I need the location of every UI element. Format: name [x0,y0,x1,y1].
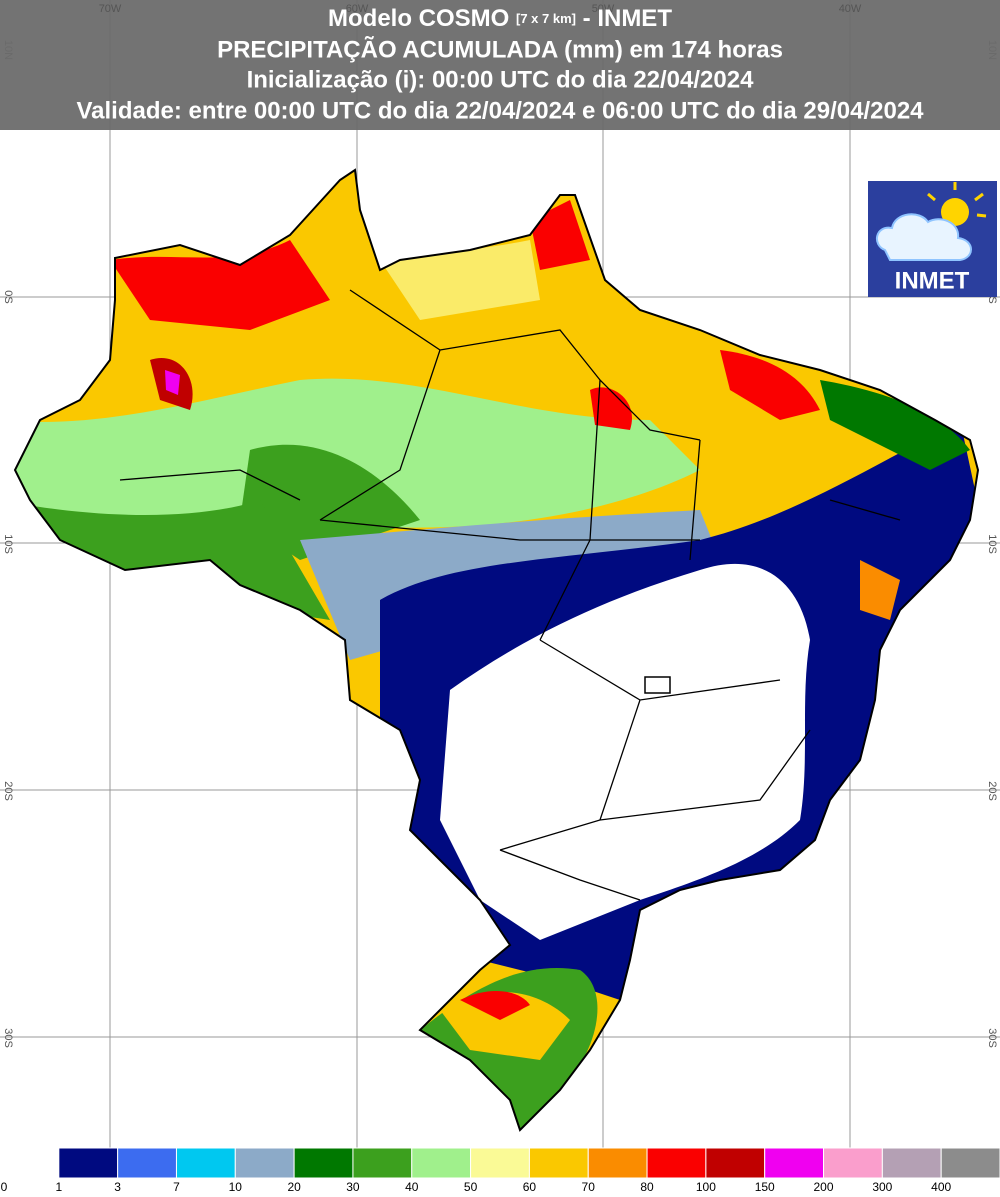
federal-district [644,676,671,694]
logo-cloud [876,213,972,261]
state-borders [119,289,901,901]
lat-label: 20S [986,781,998,801]
legend-swatch [0,1147,60,1179]
legend-swatch [646,1147,707,1179]
lon-label: 40W [839,3,862,15]
legend-label: 200 [814,1180,834,1194]
legend-label: 3 [114,1180,121,1194]
legend-label: 10 [229,1180,243,1194]
legend-label: 50 [464,1180,478,1194]
lon-labels: 70W 60W 50W 40W [99,3,862,15]
title-main: Modelo COSMO [328,5,509,32]
title-small: [7 x 7 km] [516,11,576,26]
title-tail: - INMET [583,5,673,32]
legend-label: 300 [872,1180,892,1194]
lat-label: 0S [2,290,14,303]
legend-swatch [352,1147,413,1179]
header-band [0,0,1000,130]
legend-swatch [234,1147,295,1179]
legend-label: 150 [755,1180,775,1194]
title-line-1: Modelo COSMO [7 x 7 km] - INMET [328,5,672,32]
legend-label: 0 [1,1180,8,1194]
lon-label: 50W [592,3,615,15]
legend-swatch [293,1147,354,1179]
legend-label: 400 [931,1180,951,1194]
legend-label: 100 [696,1180,716,1194]
logo: INMET [868,181,997,297]
legend-label: 80 [640,1180,654,1194]
logo-rays [927,182,987,218]
title-line-4: Validade: entre 00:00 UTC do dia 22/04/2… [76,97,924,124]
legend-label: 40 [405,1180,419,1194]
logo-text: INMET [895,267,970,294]
legend-swatch [175,1147,236,1179]
legend-swatch [117,1147,177,1179]
lat-label: 10S [986,534,998,554]
legend-label: 7 [173,1180,180,1194]
legend: 0 1 3 7 10 20 30 40 50 60 70 80 100 150 200 300 400 [0,1147,1000,1194]
legend-swatch [881,1147,942,1179]
title-line-3: Inicialização (i): 00:00 UTC do dia 22/0… [247,66,755,93]
legend-swatch [411,1147,472,1179]
legend-swatch [528,1147,589,1179]
lat-label: 10S [2,534,14,554]
legend-label: 1 [55,1180,62,1194]
legend-swatch [705,1147,766,1179]
title-line-2: PRECIPITAÇÃO ACUMULADA (mm) em 174 horas [217,35,783,63]
legend-label: 70 [582,1180,596,1194]
lat-label: 30S [986,1028,998,1048]
legend-label: 30 [346,1180,360,1194]
legend-swatch [587,1147,648,1179]
lon-label: 60W [346,3,369,15]
lat-label: 30S [2,1028,14,1048]
lat-label: 20S [2,781,14,801]
legend-label: 20 [287,1180,301,1194]
legend-swatch [470,1147,530,1179]
legend-label: 60 [523,1180,537,1194]
legend-swatch [58,1147,119,1179]
lon-label: 70W [99,3,122,15]
logo-sun [941,198,969,226]
legend-swatch [823,1147,883,1179]
legend-swatch [764,1147,825,1179]
legend-swatch [940,1147,1000,1179]
